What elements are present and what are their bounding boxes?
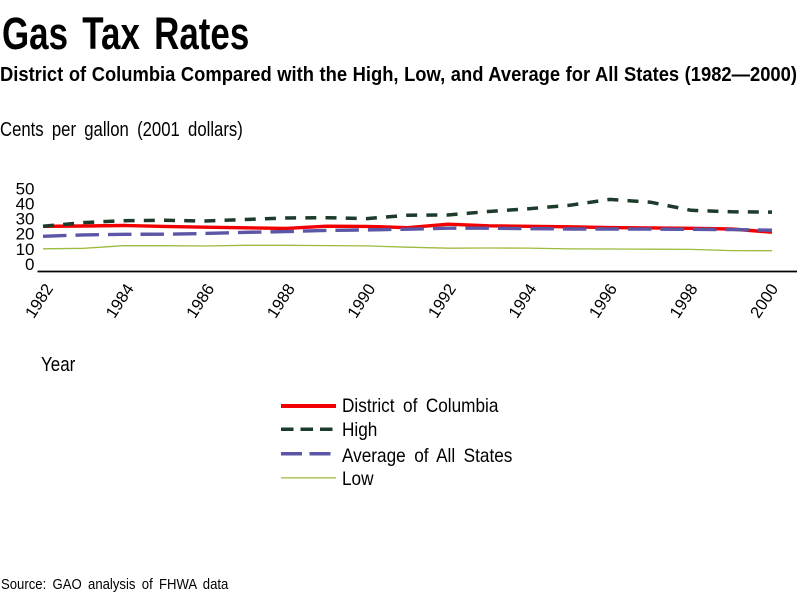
svg-text:1990: 1990: [344, 281, 379, 322]
svg-text:1998: 1998: [667, 281, 702, 322]
svg-text:1982: 1982: [22, 281, 57, 322]
svg-text:1996: 1996: [586, 281, 621, 322]
svg-text:1986: 1986: [183, 281, 218, 322]
svg-text:0: 0: [25, 255, 34, 274]
svg-text:1992: 1992: [425, 281, 460, 322]
svg-text:40: 40: [16, 195, 35, 214]
svg-text:30: 30: [16, 210, 35, 229]
svg-text:1994: 1994: [505, 281, 540, 322]
svg-text:20: 20: [16, 225, 35, 244]
svg-text:1988: 1988: [264, 281, 299, 322]
svg-text:2000: 2000: [747, 281, 782, 322]
svg-text:10: 10: [16, 240, 35, 259]
svg-text:1984: 1984: [103, 281, 138, 322]
svg-text:50: 50: [16, 179, 35, 198]
